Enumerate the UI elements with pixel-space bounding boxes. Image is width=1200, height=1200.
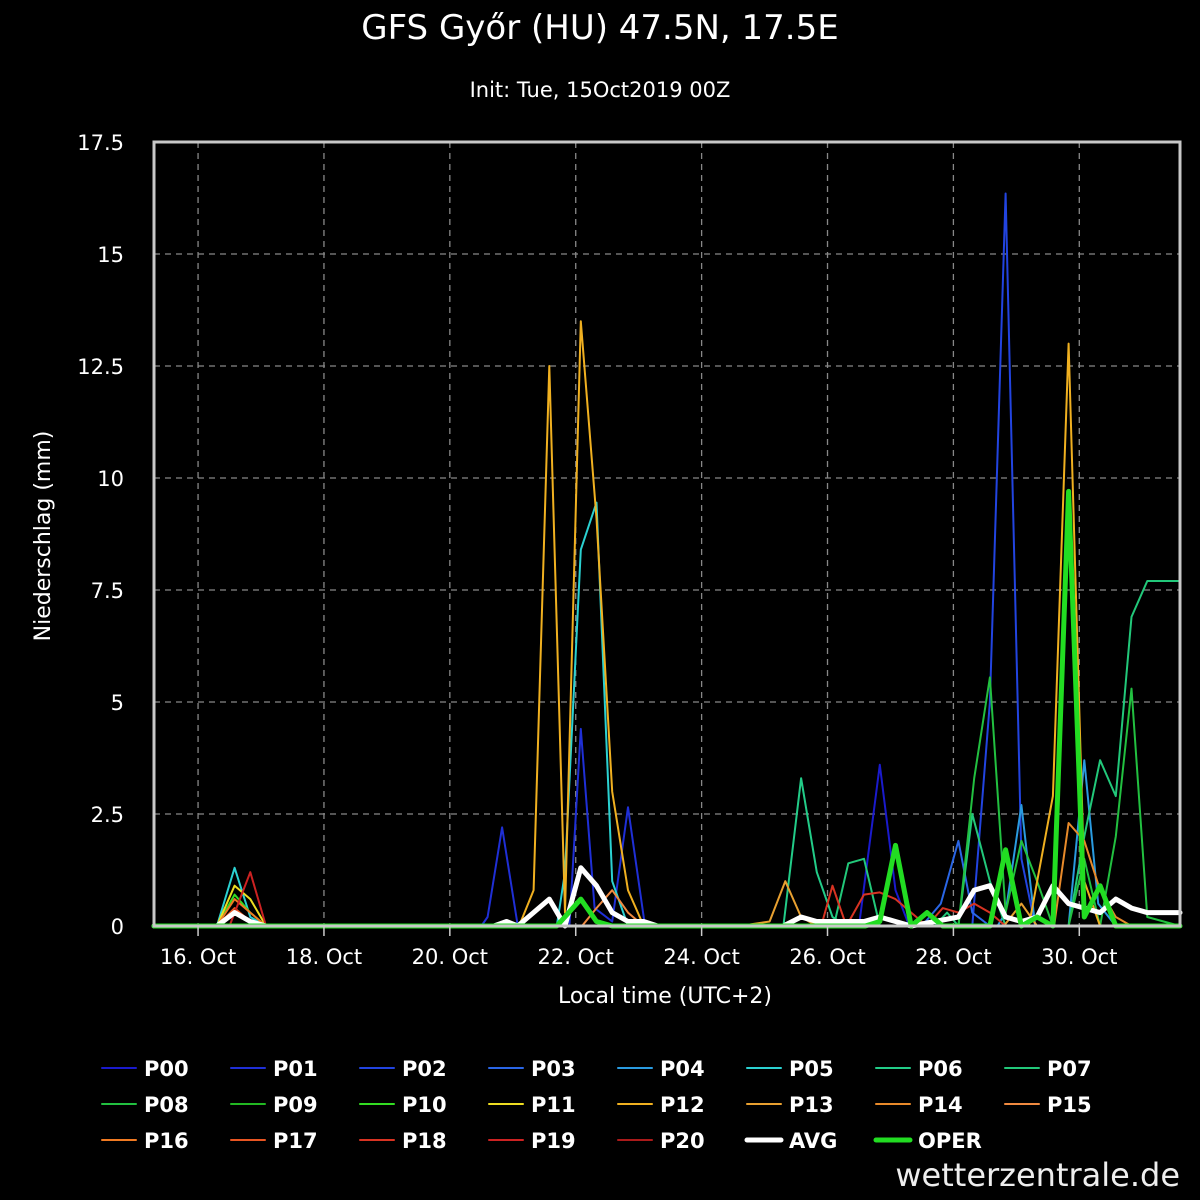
chart-subtitle: Init: Tue, 15Oct2019 00Z bbox=[469, 78, 731, 102]
chart-title: GFS Győr (HU) 47.5N, 17.5E bbox=[361, 8, 839, 48]
x-tick-label: 16. Oct bbox=[160, 945, 236, 969]
legend-label-p06: P06 bbox=[918, 1057, 963, 1081]
legend-label-p10: P10 bbox=[402, 1093, 447, 1117]
legend-label-p20: P20 bbox=[660, 1129, 705, 1153]
legend-label-p08: P08 bbox=[144, 1093, 189, 1117]
plot-frame bbox=[152, 140, 1182, 928]
series-line-p01 bbox=[153, 727, 1181, 927]
series-line-p04 bbox=[153, 759, 1181, 927]
x-axis-label: Local time (UTC+2) bbox=[558, 984, 772, 1009]
legend-label-p13: P13 bbox=[789, 1093, 834, 1117]
series-line-p18 bbox=[153, 884, 1181, 927]
series-line-p08 bbox=[153, 676, 1181, 927]
y-axis-label: Niederschlag (mm) bbox=[31, 431, 56, 642]
series-line-oper bbox=[151, 488, 1183, 929]
legend-label-p03: P03 bbox=[531, 1057, 576, 1081]
series-line-p02 bbox=[153, 192, 1181, 927]
legend-label-p05: P05 bbox=[789, 1057, 834, 1081]
series-line-p05 bbox=[153, 501, 1181, 927]
legend-label-p02: P02 bbox=[402, 1057, 447, 1081]
legend-label-p00: P00 bbox=[144, 1057, 189, 1081]
legend-label-p12: P12 bbox=[660, 1093, 705, 1117]
x-tick-label: 22. Oct bbox=[538, 945, 614, 969]
brand-watermark: wetterzentrale.de bbox=[895, 1156, 1180, 1194]
legend-label-p01: P01 bbox=[273, 1057, 318, 1081]
series-line-avg bbox=[151, 865, 1183, 929]
y-tick-label: 12.5 bbox=[77, 355, 124, 379]
x-tick-label: 28. Oct bbox=[915, 945, 991, 969]
x-tick-label: 26. Oct bbox=[789, 945, 865, 969]
legend-label-p19: P19 bbox=[531, 1129, 576, 1153]
legend-label-p15: P15 bbox=[1047, 1093, 1092, 1117]
legend-label-p16: P16 bbox=[144, 1129, 189, 1153]
y-tick-label: 7.5 bbox=[91, 579, 124, 603]
legend-label-p07: P07 bbox=[1047, 1057, 1092, 1081]
x-tick-label: 20. Oct bbox=[412, 945, 488, 969]
legend-label-p04: P04 bbox=[660, 1057, 705, 1081]
x-tick-label: 18. Oct bbox=[286, 945, 362, 969]
legend-label-p11: P11 bbox=[531, 1093, 576, 1117]
legend-label-p09: P09 bbox=[273, 1093, 318, 1117]
y-tick-label: 17.5 bbox=[77, 131, 124, 155]
series-line-p07 bbox=[153, 580, 1181, 927]
y-tick-label: 10 bbox=[97, 467, 124, 491]
legend-label-oper: OPER bbox=[918, 1129, 982, 1153]
y-tick-label: 15 bbox=[97, 243, 124, 267]
y-tick-label: 5 bbox=[111, 691, 124, 715]
legend-label-p18: P18 bbox=[402, 1129, 447, 1153]
x-tick-label: 30. Oct bbox=[1041, 945, 1117, 969]
x-tick-label: 24. Oct bbox=[663, 945, 739, 969]
series-line-p12 bbox=[153, 320, 1181, 927]
y-tick-label: 0 bbox=[111, 915, 124, 939]
y-tick-label: 2.5 bbox=[91, 803, 124, 827]
legend-label-p14: P14 bbox=[918, 1093, 963, 1117]
legend-label-avg: AVG bbox=[789, 1129, 837, 1153]
legend-label-p17: P17 bbox=[273, 1129, 318, 1153]
